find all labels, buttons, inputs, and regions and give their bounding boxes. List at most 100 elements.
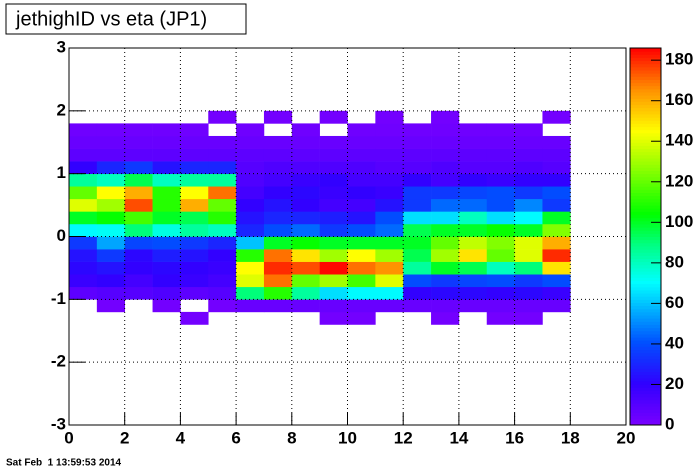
palette-step: [630, 57, 661, 62]
heat-cell: [96, 173, 125, 187]
heat-cell: [236, 148, 265, 162]
palette-step: [630, 214, 661, 219]
heat-cell: [542, 299, 571, 313]
palette-step: [630, 139, 661, 143]
heat-cell: [291, 123, 320, 137]
heat-cell: [291, 173, 320, 187]
heat-cell: [431, 161, 460, 174]
heat-cell: [291, 148, 320, 162]
heat-cell: [152, 123, 181, 137]
heat-cell: [291, 274, 320, 288]
palette-step: [630, 305, 661, 310]
palette-step: [630, 384, 661, 388]
palette-step: [630, 252, 661, 256]
palette-step: [630, 374, 661, 379]
heat-cell: [375, 148, 404, 162]
heat-cell: [319, 161, 348, 174]
palette-step: [630, 135, 661, 140]
heat-cell: [458, 135, 488, 149]
heat-cell: [263, 299, 293, 313]
x-tick-label: 10: [338, 428, 357, 447]
heat-cell: [542, 249, 571, 262]
heat-cell: [486, 311, 515, 325]
heat-cell: [263, 261, 293, 275]
heat-cell: [124, 274, 153, 288]
palette-step: [630, 267, 661, 272]
z-tick-label: 160: [665, 90, 693, 109]
title-box: [5, 3, 247, 35]
palette-step: [630, 296, 661, 300]
z-tick-label: 100: [665, 212, 693, 231]
heat-cell: [96, 148, 125, 162]
heat-cell: [96, 186, 125, 200]
z-tick-label: 20: [665, 374, 684, 393]
heat-cell: [486, 161, 515, 174]
heat-cell: [319, 286, 348, 300]
palette-step: [630, 239, 661, 244]
heat-cell: [403, 135, 432, 149]
palette-step: [630, 208, 661, 212]
heat-cell: [69, 135, 98, 149]
palette-step: [630, 201, 661, 206]
heat-cell: [319, 223, 348, 237]
heat-cell: [69, 286, 98, 300]
heat-cell: [208, 261, 237, 275]
palette-step: [630, 362, 661, 366]
palette-step: [630, 311, 661, 316]
palette-step: [630, 415, 661, 420]
y-tick-label: 0: [57, 226, 66, 245]
x-tick-label: 8: [287, 428, 296, 447]
heat-cell: [180, 249, 209, 262]
heat-cell: [486, 223, 515, 237]
heat-cell: [208, 135, 237, 149]
palette-step: [630, 82, 661, 87]
heat-cell: [319, 110, 348, 124]
palette-step: [630, 60, 661, 65]
x-tick-label: 16: [505, 428, 524, 447]
heat-cell: [291, 186, 320, 200]
x-tick-label: 14: [449, 428, 468, 447]
heat-cell: [403, 186, 432, 200]
heat-cell: [180, 286, 209, 300]
palette-step: [630, 381, 661, 385]
heat-cell: [152, 135, 181, 149]
palette-step: [630, 418, 661, 423]
heat-cell: [514, 123, 543, 137]
heat-cell: [514, 249, 543, 262]
palette-step: [630, 223, 661, 228]
palette-step: [630, 167, 661, 172]
y-tick-label: -1: [51, 289, 66, 308]
palette-step: [630, 117, 661, 121]
heat-cell: [458, 223, 488, 237]
palette-step: [630, 299, 661, 303]
heat-cell: [124, 236, 153, 250]
heat-cell: [263, 186, 293, 200]
heat-cell: [375, 186, 404, 200]
z-tick-label: 140: [665, 131, 693, 150]
palette-step: [630, 289, 661, 294]
heat-cell: [319, 299, 348, 313]
palette-step: [630, 69, 661, 74]
heat-cell: [291, 223, 320, 237]
heat-cell: [542, 173, 571, 187]
palette-step: [630, 186, 661, 190]
z-tick-label: 80: [665, 252, 684, 271]
heat-cell: [403, 249, 432, 262]
palette-step: [630, 242, 661, 247]
heat-cell: [431, 223, 460, 237]
heat-cell: [208, 236, 237, 250]
z-tick-label: 60: [665, 293, 684, 312]
palette-step: [630, 220, 661, 225]
x-tick-label: 12: [394, 428, 413, 447]
palette-step: [630, 51, 661, 55]
palette-step: [630, 48, 661, 52]
heat-cell: [96, 161, 125, 174]
palette-step: [630, 277, 661, 281]
heat-cell: [431, 148, 460, 162]
palette-step: [630, 164, 661, 168]
heat-cell: [458, 299, 488, 313]
palette-step: [630, 352, 661, 357]
heat-cell: [180, 135, 209, 149]
palette-step: [630, 88, 661, 93]
heat-cell: [458, 286, 488, 300]
